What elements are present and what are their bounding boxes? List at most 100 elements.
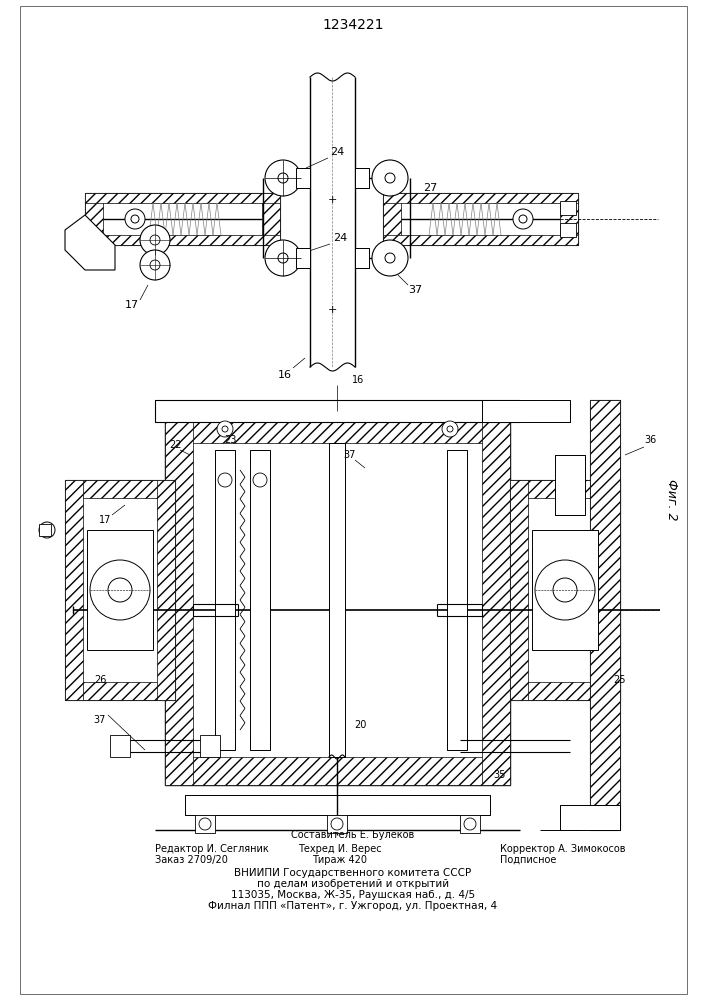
- Bar: [555, 507, 585, 515]
- Bar: [510, 480, 528, 700]
- Bar: [482, 400, 570, 422]
- Bar: [560, 805, 620, 817]
- Circle shape: [278, 253, 288, 263]
- Circle shape: [385, 173, 395, 183]
- Circle shape: [519, 215, 527, 223]
- Bar: [383, 235, 578, 245]
- Bar: [185, 795, 490, 815]
- Bar: [602, 480, 620, 700]
- Circle shape: [253, 473, 267, 487]
- Text: Подписное: Подписное: [500, 855, 556, 865]
- Circle shape: [217, 421, 233, 437]
- Bar: [110, 735, 130, 757]
- Bar: [383, 193, 578, 245]
- Circle shape: [331, 818, 343, 830]
- Bar: [200, 735, 220, 757]
- Text: 16: 16: [352, 375, 364, 385]
- Circle shape: [125, 209, 145, 229]
- Bar: [560, 223, 576, 237]
- Circle shape: [199, 818, 211, 830]
- Text: 37: 37: [94, 715, 106, 725]
- Polygon shape: [65, 215, 115, 270]
- Bar: [560, 805, 620, 830]
- Text: Корректор А. Зимокосов: Корректор А. Зимокосов: [500, 844, 626, 854]
- Text: 27: 27: [423, 183, 437, 193]
- Bar: [590, 400, 620, 830]
- Bar: [296, 168, 310, 188]
- Text: 24: 24: [330, 147, 344, 157]
- Circle shape: [372, 240, 408, 276]
- Circle shape: [140, 250, 170, 280]
- Text: Филнал ППП «Патент», г. Ужгород, ул. Проектная, 4: Филнал ППП «Патент», г. Ужгород, ул. Про…: [209, 901, 498, 911]
- Bar: [165, 415, 510, 443]
- Bar: [87, 530, 153, 650]
- Bar: [355, 248, 369, 268]
- Text: 16: 16: [278, 370, 292, 380]
- Bar: [185, 795, 490, 815]
- Bar: [195, 815, 215, 833]
- Bar: [532, 530, 598, 650]
- Bar: [296, 248, 310, 268]
- Circle shape: [265, 160, 301, 196]
- Text: 113035, Москва, Ж-35, Раушская наб., д. 4/5: 113035, Москва, Ж-35, Раушская наб., д. …: [231, 890, 475, 900]
- Bar: [157, 480, 175, 700]
- Bar: [296, 248, 310, 268]
- Bar: [155, 400, 520, 422]
- Text: 20: 20: [354, 720, 366, 730]
- Text: 1234221: 1234221: [322, 18, 384, 32]
- Text: 37: 37: [408, 285, 422, 295]
- Text: Техред И. Верес: Техред И. Верес: [298, 844, 382, 854]
- Text: 24: 24: [333, 233, 347, 243]
- Bar: [65, 682, 175, 700]
- Bar: [165, 415, 193, 785]
- Text: Заказ 2709/20: Заказ 2709/20: [155, 855, 228, 865]
- Bar: [383, 193, 401, 245]
- Circle shape: [447, 426, 453, 432]
- Bar: [85, 193, 280, 203]
- Circle shape: [90, 560, 150, 620]
- Text: 25: 25: [614, 675, 626, 685]
- Bar: [85, 193, 103, 245]
- Bar: [355, 248, 369, 268]
- Text: ВНИИПИ Государственного комитета СССР: ВНИИПИ Государственного комитета СССР: [235, 868, 472, 878]
- Bar: [65, 480, 175, 700]
- Bar: [215, 732, 235, 750]
- Text: +: +: [327, 195, 337, 205]
- Bar: [482, 400, 570, 422]
- Bar: [383, 193, 578, 203]
- Circle shape: [278, 173, 288, 183]
- Bar: [460, 815, 480, 833]
- Circle shape: [218, 473, 232, 487]
- Circle shape: [131, 215, 139, 223]
- Bar: [262, 193, 280, 245]
- Bar: [555, 455, 585, 515]
- Text: Составитель Е. Булеков: Составитель Е. Булеков: [291, 830, 414, 840]
- Text: 17: 17: [99, 515, 111, 525]
- Bar: [510, 480, 620, 700]
- Bar: [327, 815, 347, 833]
- Text: 35: 35: [493, 770, 506, 780]
- Circle shape: [150, 235, 160, 245]
- Circle shape: [372, 160, 408, 196]
- Circle shape: [385, 253, 395, 263]
- Bar: [355, 168, 369, 188]
- Bar: [250, 450, 270, 468]
- Text: 36: 36: [644, 435, 656, 445]
- Text: Тираж 420: Тираж 420: [312, 855, 368, 865]
- Bar: [215, 450, 235, 750]
- Circle shape: [513, 209, 533, 229]
- Bar: [482, 415, 510, 785]
- Bar: [155, 400, 520, 422]
- Bar: [329, 443, 345, 757]
- Circle shape: [108, 578, 132, 602]
- Text: 26: 26: [94, 675, 106, 685]
- Bar: [85, 235, 280, 245]
- Text: 37: 37: [344, 450, 356, 460]
- Text: 23: 23: [224, 435, 236, 445]
- Text: Фиг. 2: Фиг. 2: [665, 479, 679, 521]
- Circle shape: [265, 240, 301, 276]
- Text: 17: 17: [125, 300, 139, 310]
- Bar: [560, 193, 578, 245]
- Circle shape: [222, 426, 228, 432]
- Text: Редактор И. Сегляник: Редактор И. Сегляник: [155, 844, 269, 854]
